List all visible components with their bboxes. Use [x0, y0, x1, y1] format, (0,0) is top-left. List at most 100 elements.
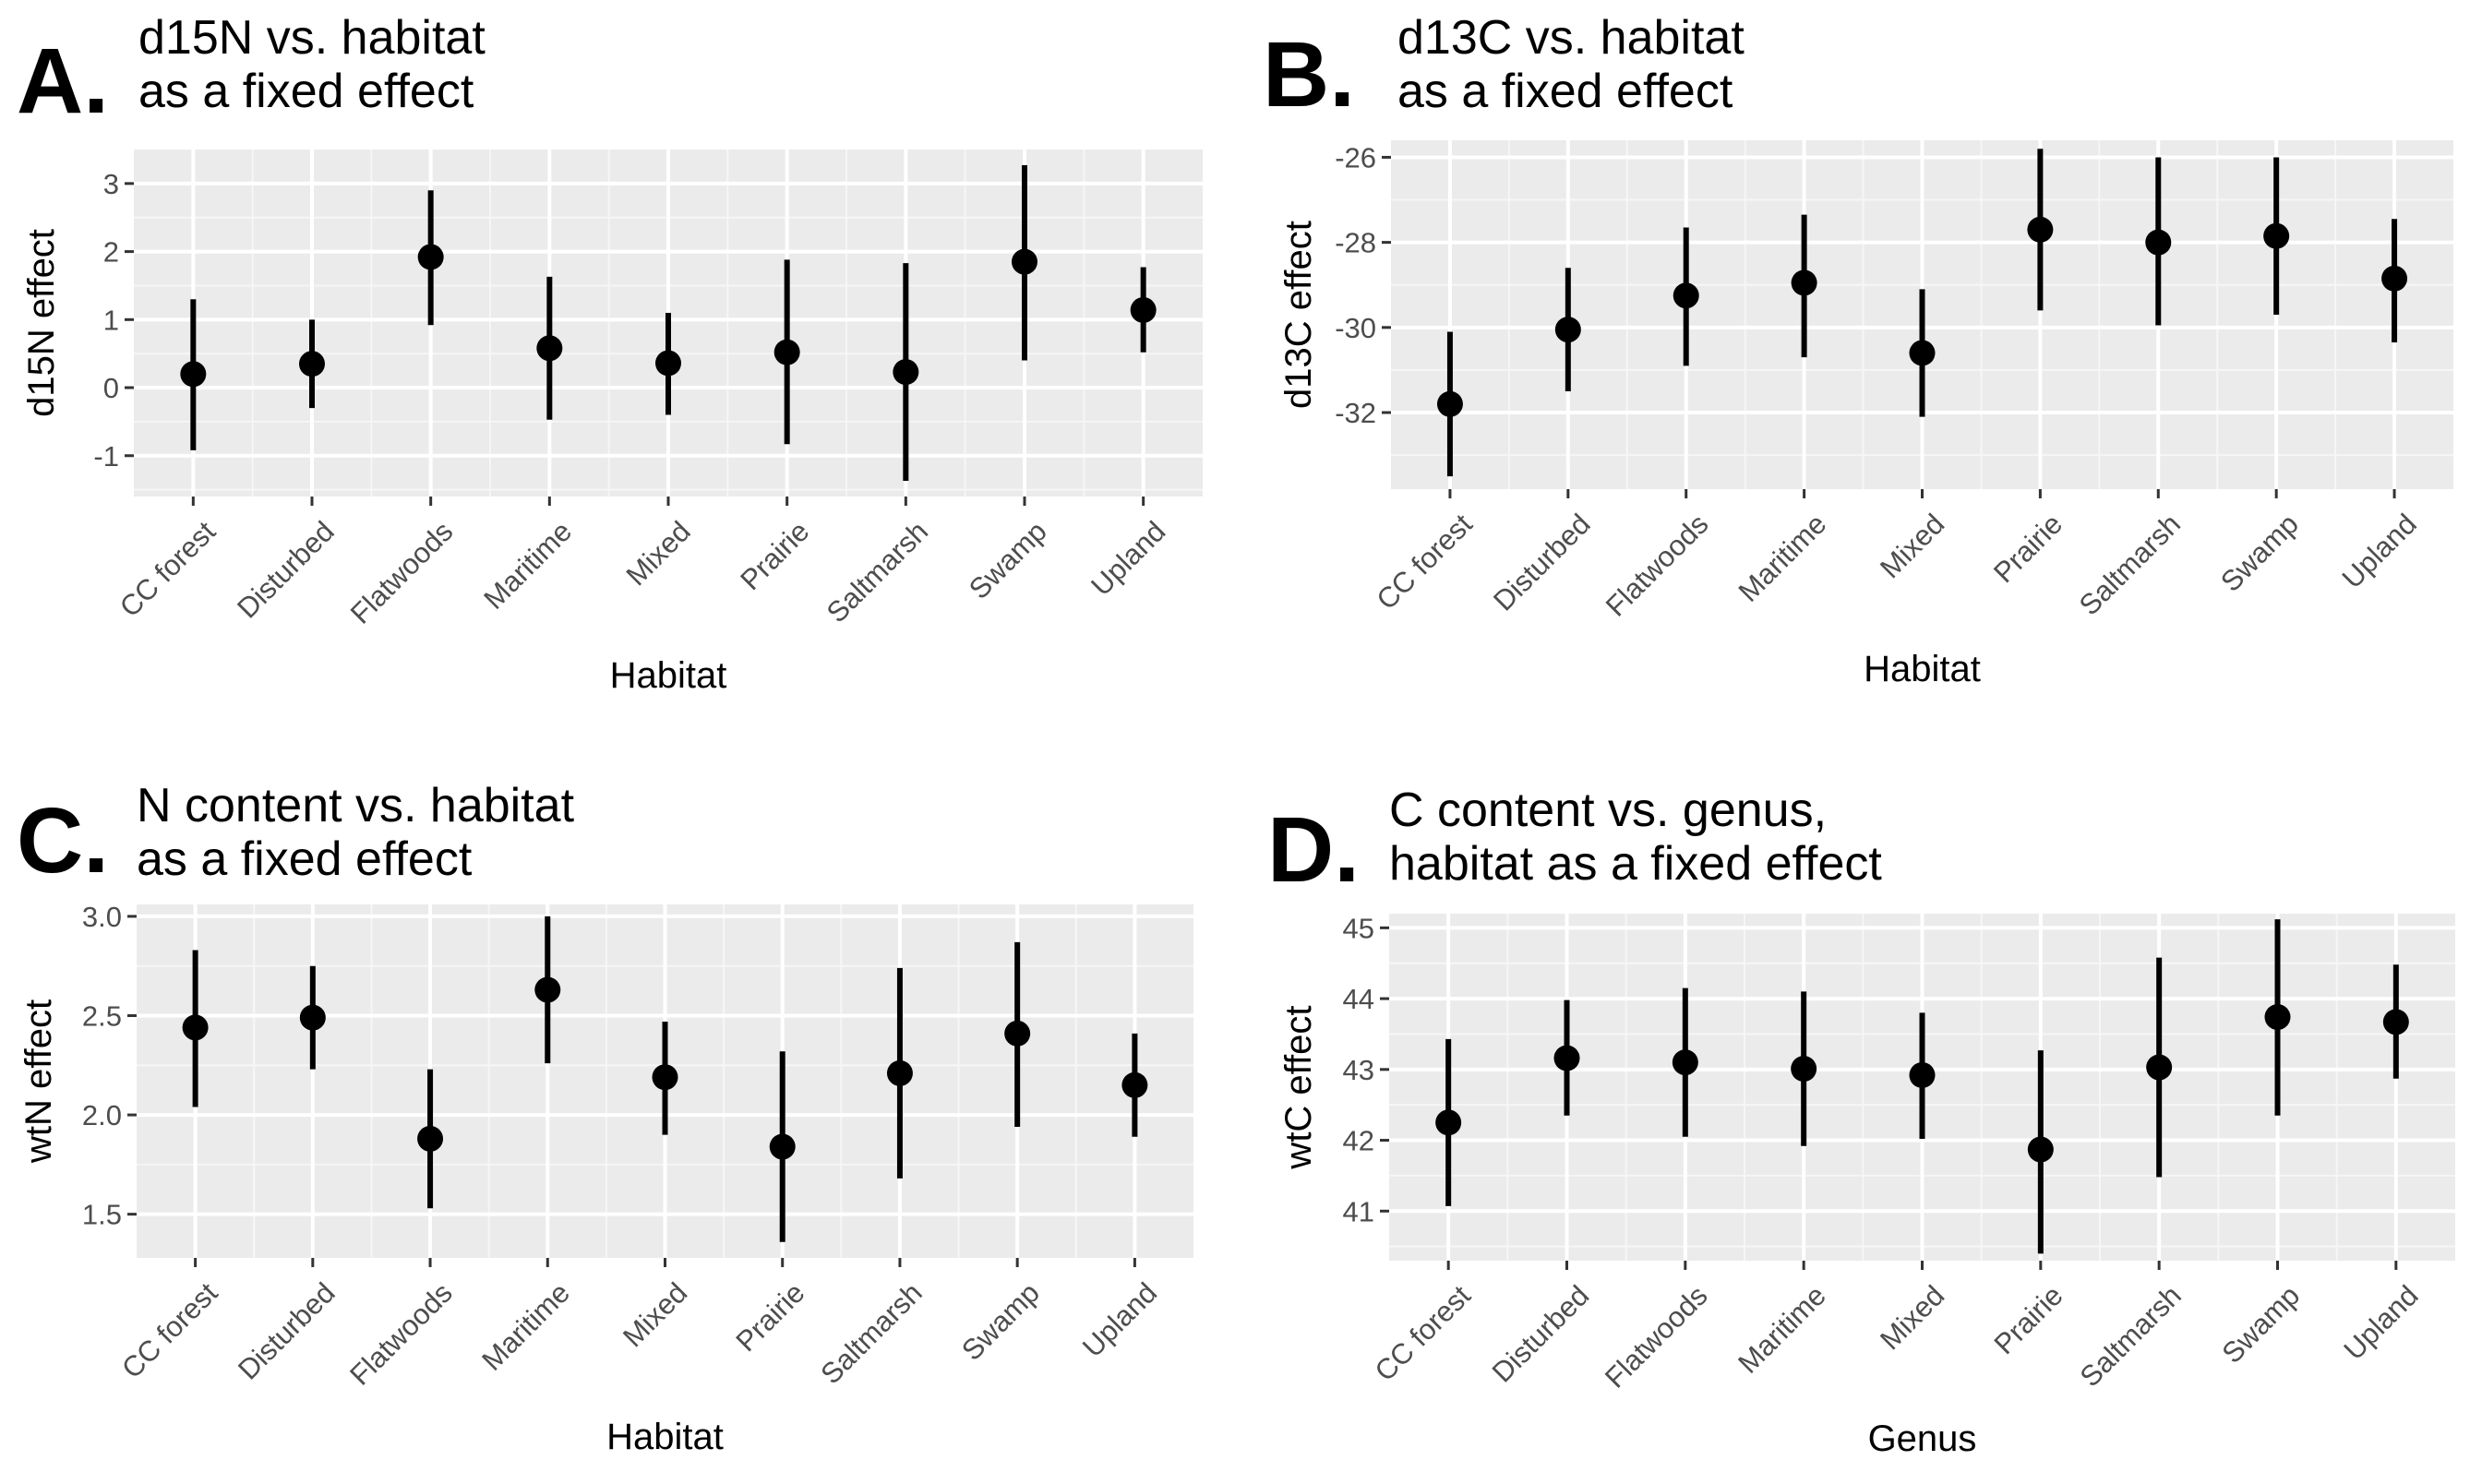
x-tick-label: CC forest — [115, 1276, 224, 1385]
y-axis-title: wtN effect — [18, 999, 59, 1164]
data-point — [1121, 1071, 1148, 1098]
data-point — [536, 335, 563, 362]
y-tick-label: 3 — [103, 168, 119, 200]
y-axis-title: d15N effect — [21, 229, 62, 417]
y-tick-label: 41 — [1343, 1195, 1374, 1227]
panel-letter: B. — [1263, 23, 1355, 126]
x-tick-label: Mixed — [620, 515, 697, 592]
data-point — [1672, 1049, 1698, 1076]
panel-title-line: as a fixed effect — [137, 832, 473, 886]
x-tick-label: Disturbed — [231, 515, 341, 625]
data-point — [1791, 1056, 1817, 1083]
data-point — [1673, 282, 1699, 309]
x-tick-label: Saltmarsh — [821, 515, 934, 628]
panel-letter: A. — [17, 30, 109, 133]
x-tick-label: Upland — [2337, 1279, 2424, 1366]
panel-letter: D. — [1267, 798, 1360, 902]
x-tick-label: Maritime — [475, 1276, 576, 1377]
panel-title-line: d15N vs. habitat — [138, 11, 486, 65]
data-point — [1791, 269, 1817, 296]
data-point — [2381, 265, 2408, 292]
x-tick-label: Swamp — [963, 515, 1053, 605]
y-tick-label: 2 — [103, 236, 119, 269]
x-tick-label: CC forest — [1370, 508, 1479, 616]
x-tick-label: Maritime — [1733, 508, 1833, 608]
x-tick-label: Saltmarsh — [2073, 508, 2187, 621]
x-tick-label: Flatwoods — [1600, 508, 1715, 623]
data-point — [2145, 229, 2172, 256]
x-tick-label: Flatwoods — [344, 515, 460, 630]
x-tick-label: Maritime — [1732, 1279, 1832, 1380]
data-point — [769, 1133, 796, 1160]
data-point — [1554, 317, 1581, 343]
data-point — [417, 1125, 444, 1152]
x-tick-label: CC forest — [114, 515, 222, 624]
y-axis-title: d13C effect — [1278, 221, 1319, 409]
x-tick-label: Disturbed — [1487, 508, 1597, 617]
data-point — [1553, 1045, 1580, 1071]
x-tick-label: Mixed — [1874, 1279, 1950, 1356]
data-point — [2263, 222, 2290, 249]
x-tick-label: Flatwoods — [1599, 1279, 1714, 1394]
data-point — [1012, 248, 1037, 275]
x-tick-label: Disturbed — [1486, 1279, 1596, 1389]
panel-letter: C. — [17, 789, 109, 892]
data-point — [1130, 296, 1157, 323]
x-tick-label: Mixed — [1874, 508, 1950, 584]
y-tick-label: -28 — [1335, 227, 1376, 259]
y-tick-label: 3.0 — [82, 901, 122, 933]
data-point — [2264, 1004, 2291, 1031]
data-point — [2027, 1136, 2054, 1163]
x-tick-label: Swamp — [955, 1276, 1046, 1367]
data-point — [2382, 1009, 2409, 1035]
data-point — [2146, 1054, 2173, 1081]
panel-d: D. C content vs. genus,habitat as a fixed… — [1267, 784, 2455, 1459]
x-tick-label: Disturbed — [232, 1276, 342, 1386]
x-tick-label: Maritime — [477, 515, 578, 616]
panel-title-line: N content vs. habitat — [137, 779, 575, 832]
data-point — [1004, 1020, 1031, 1047]
y-tick-label: 44 — [1343, 983, 1374, 1015]
data-point — [893, 359, 919, 386]
y-tick-label: 43 — [1343, 1054, 1374, 1086]
data-point — [417, 244, 444, 270]
data-point — [1909, 340, 1936, 366]
y-tick-label: 42 — [1343, 1125, 1374, 1157]
x-axis-title: Genus — [1868, 1418, 1977, 1459]
x-axis-title: Habitat — [606, 1417, 724, 1457]
x-tick-label: Prairie — [729, 1276, 810, 1358]
x-tick-label: Upland — [2336, 508, 2423, 594]
y-tick-label: -30 — [1335, 312, 1376, 344]
y-tick-label: -26 — [1335, 141, 1376, 174]
data-point — [1909, 1061, 1936, 1088]
data-point — [773, 339, 800, 365]
data-point — [655, 350, 681, 377]
panel-title-line: C content vs. genus, — [1389, 784, 1827, 837]
x-tick-label: Swamp — [2215, 1279, 2306, 1370]
panel-title-line: d13C vs. habitat — [1397, 11, 1745, 65]
x-tick-label: Swamp — [2214, 508, 2305, 598]
x-tick-label: Mixed — [617, 1276, 693, 1353]
x-tick-label: Prairie — [1987, 508, 2068, 589]
y-tick-label: -1 — [93, 440, 119, 473]
panel-title-line: habitat as a fixed effect — [1389, 837, 1882, 891]
x-axis-title: Habitat — [1864, 649, 1981, 689]
data-point — [1436, 390, 1463, 417]
x-axis-title: Habitat — [610, 655, 727, 696]
y-tick-label: 1.5 — [82, 1199, 122, 1231]
x-tick-label: Prairie — [1988, 1279, 2069, 1360]
y-tick-label: 2.5 — [82, 999, 122, 1032]
y-axis-title: wtC effect — [1278, 1005, 1319, 1169]
data-point — [182, 1014, 209, 1041]
data-point — [2027, 216, 2054, 243]
y-tick-label: 2.0 — [82, 1099, 122, 1131]
x-tick-label: Upland — [1076, 1276, 1163, 1363]
data-point — [886, 1059, 913, 1086]
y-tick-label: 1 — [103, 304, 119, 336]
panel-title-line: as a fixed effect — [1397, 65, 1733, 118]
data-point — [299, 1004, 326, 1031]
data-point — [534, 976, 561, 1003]
x-tick-label: CC forest — [1369, 1279, 1478, 1388]
